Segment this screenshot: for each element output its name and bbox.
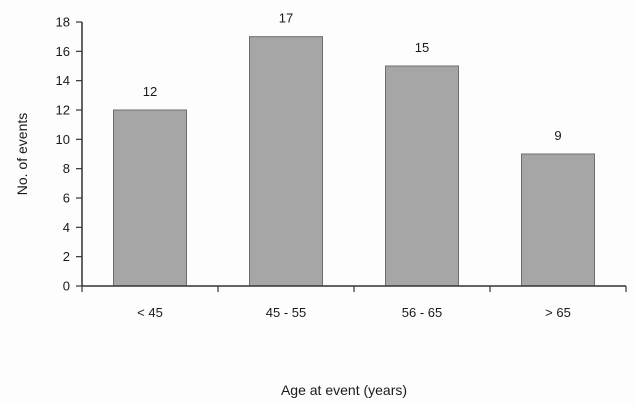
y-tick-label: 4 (63, 220, 70, 235)
bar-value-label: 12 (143, 84, 157, 99)
bars-layer (113, 36, 595, 287)
x-category-label: < 45 (137, 305, 163, 320)
y-tick-label: 0 (63, 279, 70, 294)
y-tick-label: 18 (56, 15, 70, 30)
y-tick-label: 14 (56, 73, 70, 88)
y-tick-label: 12 (56, 103, 70, 118)
x-categories-layer: < 45 45 - 55 56 - 65 > 65 (137, 305, 571, 320)
x-category-label: 45 - 55 (266, 305, 306, 320)
bar (249, 36, 323, 287)
y-tick-label: 8 (63, 161, 70, 176)
x-category-label: 56 - 65 (402, 305, 442, 320)
x-axis-title: Age at event (years) (281, 382, 407, 398)
y-tick-label: 6 (63, 191, 70, 206)
bar (113, 109, 187, 287)
bar-value-label: 15 (415, 40, 429, 55)
bar (385, 65, 459, 287)
bar-value-label: 17 (279, 11, 293, 26)
y-tick-label: 2 (63, 249, 70, 264)
y-tick-label: 10 (56, 132, 70, 147)
y-ticks-layer: 0 2 4 6 8 10 12 14 16 18 (56, 15, 627, 294)
x-category-label: > 65 (545, 305, 571, 320)
bar-value-label: 9 (554, 128, 561, 143)
data-labels-layer: 12 17 15 9 (143, 11, 562, 143)
y-tick-label: 16 (56, 44, 70, 59)
y-axis-title: No. of events (14, 113, 30, 196)
bar (521, 153, 595, 287)
